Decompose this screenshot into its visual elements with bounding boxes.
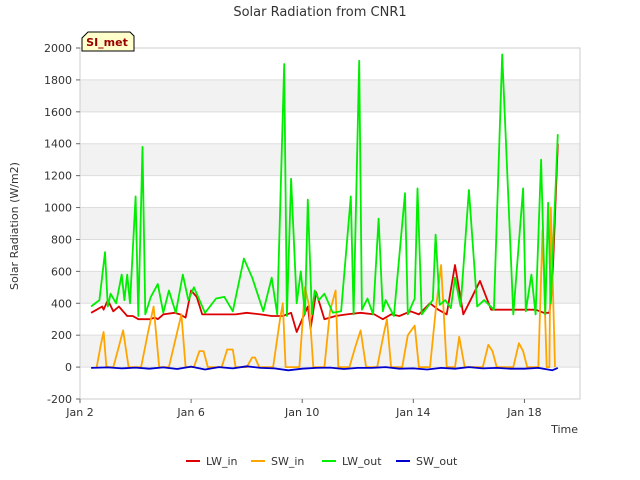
series-layer bbox=[90, 53, 559, 372]
plot-band bbox=[80, 175, 580, 208]
y-tick-label: -200 bbox=[47, 393, 72, 406]
x-tick-label: Jan 18 bbox=[506, 406, 541, 419]
series-line-lw-in bbox=[90, 143, 559, 333]
x-tick-label: Jan 10 bbox=[284, 406, 319, 419]
y-tick-label: 1200 bbox=[44, 170, 72, 183]
legend-label: SW_out bbox=[416, 455, 458, 468]
y-tick-label: 1600 bbox=[44, 106, 72, 119]
plot-band bbox=[80, 367, 580, 399]
plot-band bbox=[80, 239, 580, 272]
y-tick-label: 200 bbox=[51, 329, 72, 342]
y-axis-label: Solar Radiation (W/m2) bbox=[8, 162, 21, 290]
y-tick-label: 1000 bbox=[44, 202, 72, 215]
x-tick-label: Jan 6 bbox=[176, 406, 204, 419]
plot-band bbox=[80, 207, 580, 240]
series-line-lw-out bbox=[90, 53, 559, 317]
plot-band bbox=[80, 271, 580, 304]
legend: LW_in SW_in LW_out SW_out bbox=[186, 455, 458, 468]
x-axis-label: Time bbox=[550, 423, 578, 436]
y-tick-label: 400 bbox=[51, 297, 72, 310]
plot-band bbox=[80, 335, 580, 368]
plot-band bbox=[80, 111, 580, 144]
series-line-sw-out bbox=[91, 365, 559, 372]
plot-frame bbox=[79, 47, 581, 400]
y-tick-label: 600 bbox=[51, 265, 72, 278]
site-badge-box bbox=[81, 31, 135, 52]
x-axis: Jan 2 Jan 6 Jan 10 Jan 14 Jan 18 bbox=[65, 399, 542, 419]
x-tick-label: Jan 14 bbox=[395, 406, 430, 419]
plot-band bbox=[80, 48, 580, 80]
legend-label: LW_out bbox=[342, 455, 382, 468]
site-badge-label: SI_met bbox=[86, 36, 128, 49]
y-axis: -200 0 200 400 600 800 1000 1200 1400 1600 1800 200… bbox=[44, 42, 80, 406]
legend-label: LW_in bbox=[206, 455, 238, 468]
y-tick-label: 800 bbox=[51, 233, 72, 246]
site-badge: SI_met bbox=[81, 31, 135, 52]
legend-label: SW_in bbox=[271, 455, 304, 468]
y-tick-label: 0 bbox=[65, 361, 72, 374]
plot-band bbox=[80, 79, 580, 112]
y-tick-label: 1800 bbox=[44, 74, 72, 87]
y-tick-label: 2000 bbox=[44, 42, 72, 55]
plot-band bbox=[80, 143, 580, 176]
x-tick-label: Jan 2 bbox=[65, 406, 93, 419]
chart-title: Solar Radiation from CNR1 bbox=[233, 5, 406, 20]
y-tick-label: 1400 bbox=[44, 138, 72, 151]
